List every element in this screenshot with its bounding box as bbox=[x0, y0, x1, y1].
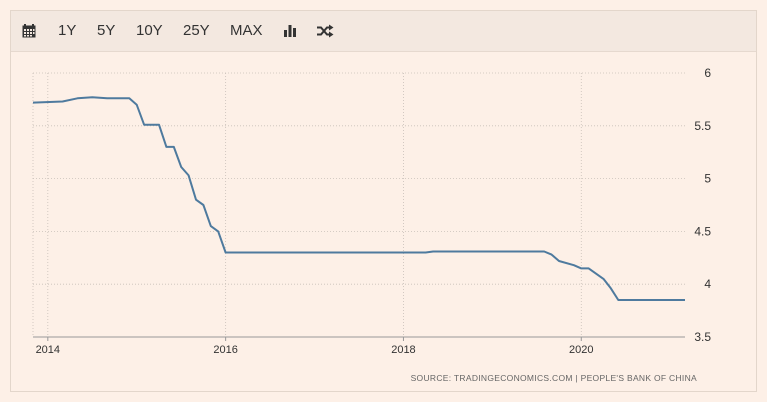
y-tick-label: 4.5 bbox=[694, 224, 711, 238]
y-tick-label: 5 bbox=[704, 172, 711, 186]
series-line-0 bbox=[32, 96, 685, 301]
range-25y-button[interactable]: 25Y bbox=[183, 22, 210, 39]
chart-toolbar: 1Y 5Y 10Y 25Y MAX bbox=[11, 11, 756, 52]
range-max-button[interactable]: MAX bbox=[230, 22, 263, 39]
x-tick-label: 2014 bbox=[36, 344, 60, 356]
chart-frame bbox=[10, 10, 757, 392]
x-tick-label: 2018 bbox=[391, 344, 415, 356]
source-note: SOURCE: TRADINGECONOMICS.COM | PEOPLE'S … bbox=[410, 373, 697, 383]
shuffle-icon[interactable] bbox=[317, 24, 334, 43]
range-1y-button[interactable]: 1Y bbox=[58, 22, 77, 39]
x-tick-label: 2020 bbox=[569, 344, 593, 356]
range-10y-button[interactable]: 10Y bbox=[136, 22, 163, 39]
y-tick-label: 6 bbox=[704, 66, 711, 80]
calendar-icon[interactable] bbox=[22, 24, 36, 43]
y-tick-label: 3.5 bbox=[694, 330, 711, 344]
x-tick-label: 2016 bbox=[213, 344, 237, 356]
range-5y-button[interactable]: 5Y bbox=[97, 22, 116, 39]
bar-chart-icon[interactable] bbox=[283, 24, 297, 43]
y-tick-label: 4 bbox=[704, 277, 711, 291]
y-tick-label: 5.5 bbox=[694, 119, 711, 133]
